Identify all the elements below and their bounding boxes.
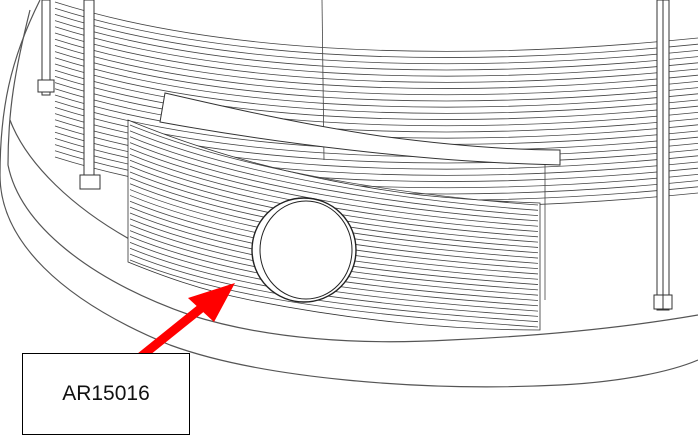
shell-corrugation	[54, 76, 698, 127]
shell-corrugation	[54, 20, 698, 71]
shell-corrugation	[54, 7, 698, 58]
shell-corrugation	[54, 63, 698, 114]
panel-corrugation	[129, 259, 539, 328]
shell-corrugation	[54, 107, 698, 158]
shell-corrugation	[54, 32, 698, 83]
shell-corrugation	[54, 113, 698, 164]
manway-opening	[251, 197, 357, 303]
upper-opening	[159, 92, 561, 166]
panel-corrugation	[129, 148, 539, 227]
panel-corrugation	[129, 136, 539, 217]
stiffener-right	[653, 0, 673, 311]
shell-corrugation	[54, 45, 698, 96]
part-number-label: AR15016	[62, 382, 150, 405]
shell-corrugation	[54, 51, 698, 102]
shell-corrugation	[54, 26, 698, 77]
part-number-callout: AR15016	[22, 353, 190, 435]
shell-corrugation	[54, 131, 698, 182]
shell-corrugation	[54, 57, 698, 108]
shell-corrugation	[54, 119, 698, 170]
shell-corrugation	[54, 38, 698, 89]
shell-corrugation	[54, 1, 698, 52]
shell-corrugation	[54, 69, 698, 120]
base-ring	[0, 0, 698, 388]
panel-corrugation	[129, 253, 539, 323]
shell-corrugation	[54, 14, 698, 65]
panel-corrugation	[129, 124, 539, 206]
panel-corrugation	[129, 130, 539, 211]
shell-corrugation	[54, 125, 698, 176]
panel-corrugation	[129, 142, 539, 222]
stiffener-left	[37, 0, 101, 190]
